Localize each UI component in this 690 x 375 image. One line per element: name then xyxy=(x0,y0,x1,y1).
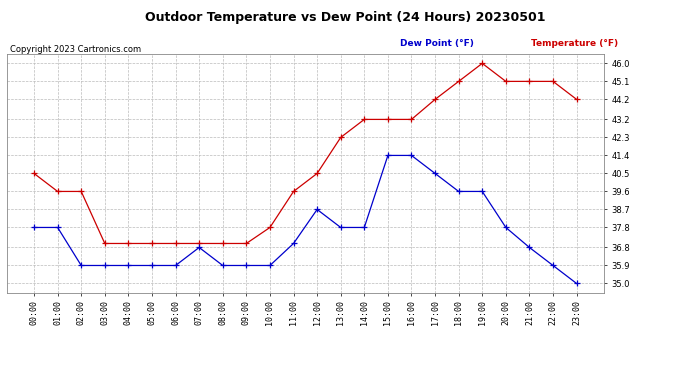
Text: Outdoor Temperature vs Dew Point (24 Hours) 20230501: Outdoor Temperature vs Dew Point (24 Hou… xyxy=(145,11,545,24)
Text: Dew Point (°F): Dew Point (°F) xyxy=(400,39,474,48)
Text: Temperature (°F): Temperature (°F) xyxy=(531,39,618,48)
Text: Copyright 2023 Cartronics.com: Copyright 2023 Cartronics.com xyxy=(10,45,141,54)
